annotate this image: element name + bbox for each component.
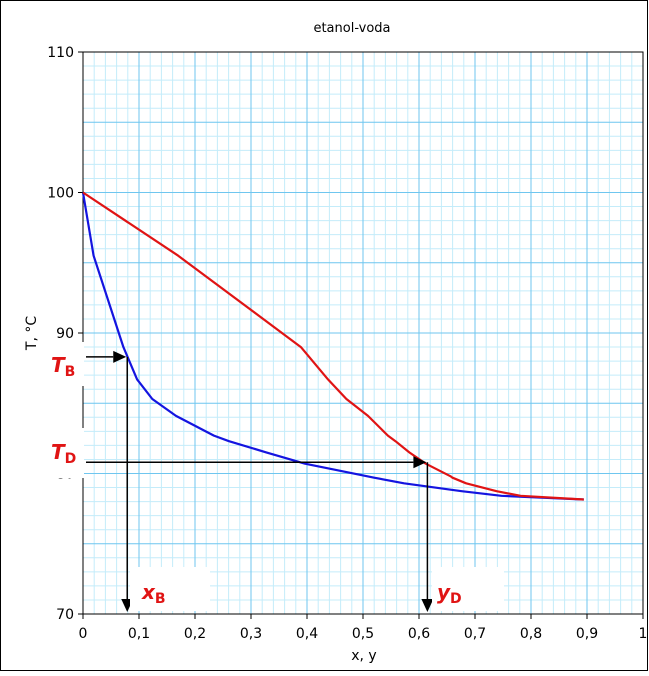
annotation-TB-label: TB bbox=[51, 353, 75, 380]
x-axis-label: x, y bbox=[351, 648, 376, 664]
series-line-1 bbox=[82, 191, 584, 501]
annotation-TB-sub: B bbox=[65, 364, 76, 380]
annotation-TB: TB bbox=[44, 342, 84, 386]
x-tick-label: 1 bbox=[639, 626, 648, 642]
annotation-yD-box bbox=[432, 567, 504, 611]
arrow-down-to-yD bbox=[421, 462, 434, 612]
annotation-yD: yD bbox=[432, 567, 504, 611]
y-tick-label: 90 bbox=[56, 326, 74, 342]
x-tick-label: 0 bbox=[79, 626, 88, 642]
major-grid bbox=[83, 52, 643, 614]
y-tick-label: 100 bbox=[47, 186, 74, 202]
y-axis-label: T, °C bbox=[24, 316, 40, 351]
x-tick-label: 0,9 bbox=[576, 626, 598, 642]
x-tick-label: 0,4 bbox=[296, 626, 318, 642]
annotation-xB-base: x bbox=[141, 580, 156, 604]
x-tick-label: 0,8 bbox=[520, 626, 542, 642]
y-tick-label: 110 bbox=[47, 45, 74, 61]
tick-labels: 00,10,20,30,40,50,60,70,80,9170809010011… bbox=[47, 45, 647, 642]
chart-title: etanol-voda bbox=[313, 21, 390, 36]
arrow-to-dew-curve bbox=[86, 456, 427, 469]
x-tick-label: 0,6 bbox=[408, 626, 430, 642]
annotation-TD-sub: D bbox=[65, 451, 77, 467]
x-tick-label: 0,3 bbox=[240, 626, 262, 642]
arrow-to-bubble-curve-head bbox=[113, 350, 127, 363]
annotation-yD-label: yD bbox=[437, 580, 462, 607]
annotation-TD-box bbox=[44, 428, 84, 478]
annotation-yD-base: y bbox=[437, 580, 451, 604]
x-tick-label: 0,7 bbox=[464, 626, 486, 642]
annotation-xB-box bbox=[130, 567, 210, 611]
arrow-to-bubble-curve bbox=[86, 350, 127, 363]
annotation-xB: xB bbox=[130, 567, 210, 611]
x-tick-label: 0,1 bbox=[128, 626, 150, 642]
annotation-TD-label: TD bbox=[51, 440, 76, 467]
y-tick-label: 70 bbox=[56, 607, 74, 623]
arrow-down-to-yD-head bbox=[421, 599, 434, 612]
series-line-0 bbox=[81, 192, 584, 501]
series-layer bbox=[81, 191, 584, 501]
annotation-TD: TD bbox=[44, 428, 84, 478]
annotation-xB-label: xB bbox=[141, 580, 166, 607]
annotation-yD-sub: D bbox=[450, 591, 462, 607]
annotation-TD-base: T bbox=[51, 440, 66, 464]
x-tick-label: 0,5 bbox=[352, 626, 374, 642]
annotation-xB-sub: B bbox=[155, 591, 166, 607]
x-tick-label: 0,2 bbox=[184, 626, 206, 642]
annotation-TB-box bbox=[44, 342, 84, 386]
arrow-to-dew-curve-head bbox=[413, 456, 427, 469]
annotation-TB-base: T bbox=[51, 353, 66, 377]
